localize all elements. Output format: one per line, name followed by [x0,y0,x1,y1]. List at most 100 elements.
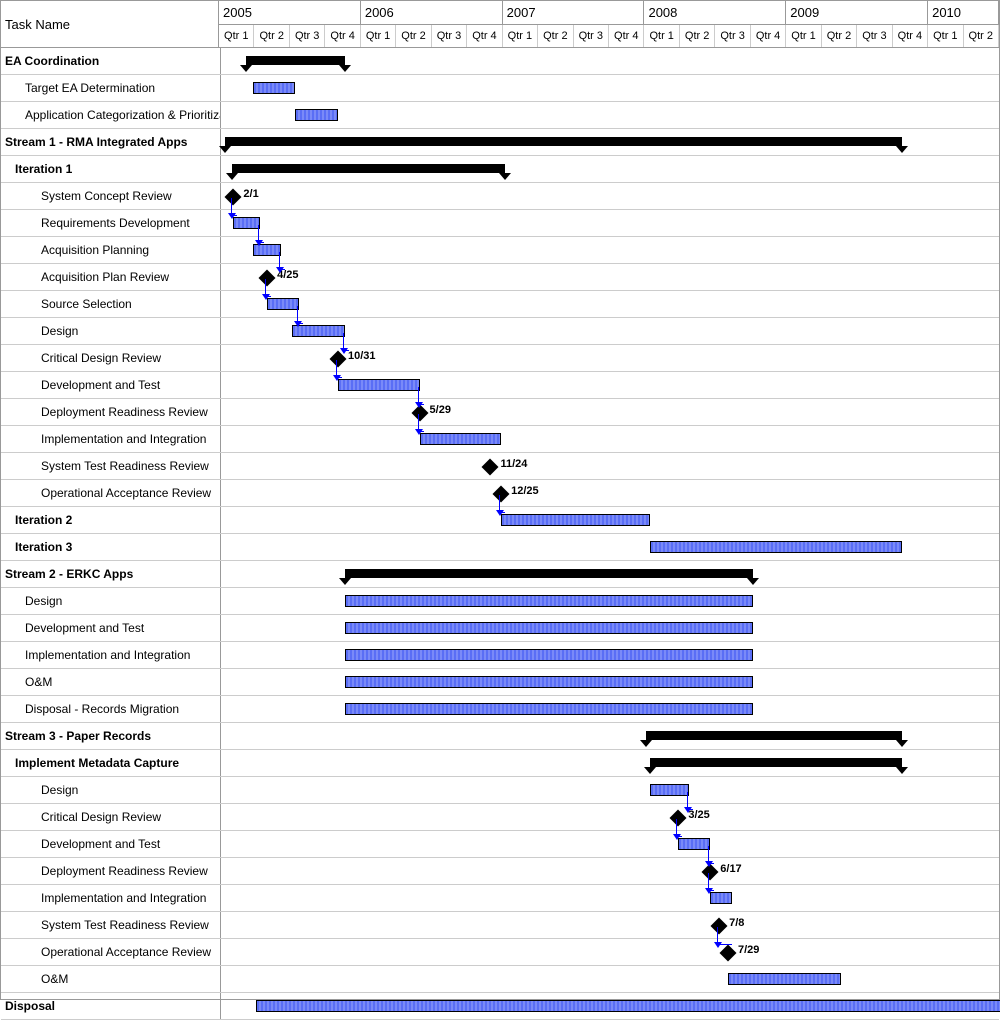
qtr-cell: Qtr 3 [432,25,467,47]
qtr-cell: Qtr 4 [467,25,502,47]
task-label: Application Categorization & Prioritizat… [1,102,221,128]
milestone-label: 5/29 [430,404,451,416]
chart-area [221,885,999,911]
task-row: Implementation and Integration [1,885,999,912]
task-bar [678,838,710,850]
milestone-label: 2/1 [243,188,258,200]
task-bar [501,514,650,526]
task-label: Critical Design Review [1,345,221,371]
qtr-cell: Qtr 3 [857,25,892,47]
summary-bar [345,569,753,578]
dependency-arrow [297,306,303,324]
chart-area [221,48,999,74]
qtr-cell: Qtr 3 [290,25,325,47]
chart-area [221,237,999,263]
task-row: Application Categorization & Prioritizat… [1,102,999,129]
task-label: System Concept Review [1,183,221,209]
task-bar [256,1000,1000,1012]
chart-area: 12/25 [221,480,999,506]
task-bar [710,892,731,904]
task-label: Disposal - Records Migration [1,696,221,722]
task-label: Target EA Determination [1,75,221,101]
task-bar [338,379,420,391]
task-row: Implementation and Integration [1,426,999,453]
task-label: System Test Readiness Review [1,912,221,938]
qtr-cell: Qtr 1 [928,25,963,47]
year-2007: 2007 [503,1,645,24]
task-label: Implement Metadata Capture [1,750,221,776]
task-label: Operational Acceptance Review [1,939,221,965]
task-label: O&M [1,966,221,992]
qtr-cell: Qtr 2 [680,25,715,47]
task-row: Implement Metadata Capture [1,750,999,777]
chart-area [221,102,999,128]
gantt-body: EA CoordinationTarget EA DeterminationAp… [1,48,999,1020]
chart-area [221,669,999,695]
task-bar [253,82,296,94]
chart-area [221,372,999,398]
task-row: Deployment Readiness Review6/17 [1,858,999,885]
chart-area: 7/8 [221,912,999,938]
qtr-cell: Qtr 2 [538,25,573,47]
task-row: Disposal [1,993,999,1020]
qtr-cell: Qtr 3 [574,25,609,47]
gantt-header: Task Name 200520062007200820092010 Qtr 1… [1,1,999,48]
gantt-chart: Task Name 200520062007200820092010 Qtr 1… [0,0,1000,1000]
dependency-arrow [336,360,342,378]
chart-area [221,291,999,317]
summary-bar [650,758,902,767]
chart-area [221,318,999,344]
year-2009: 2009 [786,1,928,24]
task-row: Design [1,588,999,615]
qtr-cell: Qtr 4 [609,25,644,47]
chart-area [221,156,999,182]
task-row: Stream 1 - RMA Integrated Apps [1,129,999,156]
qtr-cell: Qtr 2 [254,25,289,47]
task-bar [345,595,753,607]
chart-area [221,696,999,722]
task-row: Design [1,318,999,345]
chart-area: 3/25 [221,804,999,830]
task-row: O&M [1,966,999,993]
task-bar [728,973,841,985]
dependency-arrow [418,414,424,432]
task-label: Implementation and Integration [1,885,221,911]
chart-area [221,75,999,101]
dependency-arrow [708,846,714,864]
milestone-diamond [482,459,499,476]
qtr-cell: Qtr 4 [751,25,786,47]
task-bar [650,784,689,796]
task-bar [267,298,299,310]
task-label: Disposal [1,993,221,1019]
task-label: Implementation and Integration [1,426,221,452]
chart-area [221,831,999,857]
task-row: Development and Test [1,831,999,858]
task-row: EA Coordination [1,48,999,75]
chart-area [221,210,999,236]
task-bar [650,541,902,553]
task-row: Target EA Determination [1,75,999,102]
task-label: Deployment Readiness Review [1,399,221,425]
task-row: System Test Readiness Review7/8 [1,912,999,939]
milestone-label: 6/17 [720,863,741,875]
chart-area [221,642,999,668]
summary-bar [646,731,901,740]
qtr-cell: Qtr 1 [503,25,538,47]
task-row: Stream 2 - ERKC Apps [1,561,999,588]
task-bar [295,109,338,121]
dependency-arrow [499,495,505,513]
chart-area [221,993,999,1019]
qtr-cell: Qtr 2 [822,25,857,47]
qtr-cell: Qtr 2 [964,25,999,47]
task-bar [345,676,753,688]
qtr-cell: Qtr 1 [361,25,396,47]
year-2008: 2008 [644,1,786,24]
task-label: System Test Readiness Review [1,453,221,479]
task-row: Operational Acceptance Review7/29 [1,939,999,966]
task-name-header: Task Name [1,1,219,47]
task-row: Design [1,777,999,804]
chart-area: 4/25 [221,264,999,290]
task-row: O&M [1,669,999,696]
task-label: O&M [1,669,221,695]
task-label: Design [1,777,221,803]
